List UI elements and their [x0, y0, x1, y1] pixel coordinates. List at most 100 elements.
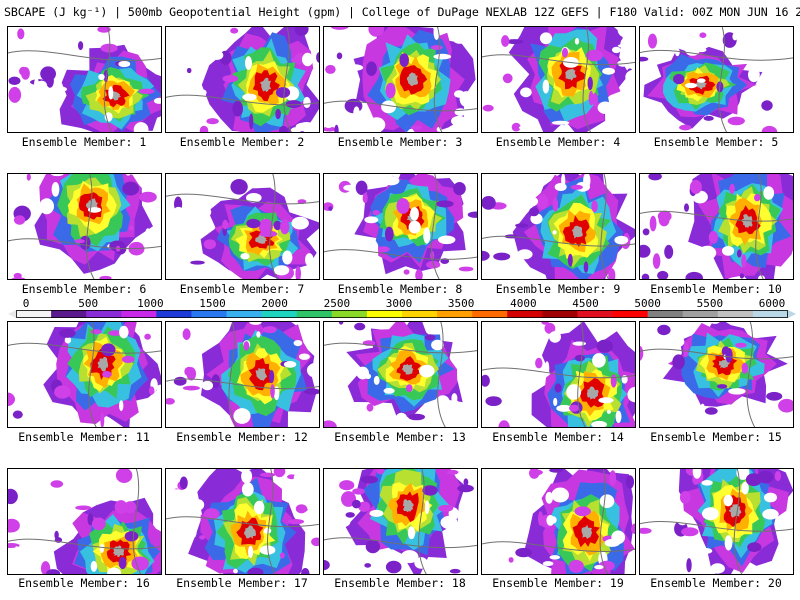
field-speckle	[451, 30, 469, 44]
field-speckle	[249, 113, 254, 130]
field-speckle	[241, 482, 254, 497]
field-speckle	[46, 569, 61, 575]
field-speckle	[245, 56, 252, 71]
field-speckle	[354, 322, 366, 331]
field-speckle	[360, 475, 378, 484]
field-speckle	[675, 48, 680, 57]
field-speckle	[173, 376, 187, 386]
colorbar-tick-label: 3500	[447, 297, 475, 310]
field-speckle	[459, 343, 465, 350]
ensemble-map-panel	[481, 26, 636, 133]
field-speckle	[293, 472, 305, 484]
field-speckle	[498, 420, 510, 428]
field-speckle	[352, 499, 361, 509]
ensemble-member-caption: Ensemble Member: 16	[18, 576, 150, 590]
field-speckle	[763, 186, 775, 200]
field-speckle	[784, 107, 794, 119]
field-speckle	[242, 93, 257, 101]
field-speckle	[610, 374, 617, 388]
field-speckle	[90, 560, 98, 572]
cape-field-map	[481, 321, 636, 428]
field-speckle	[304, 388, 320, 395]
field-speckle	[741, 362, 749, 374]
field-speckle	[64, 336, 72, 344]
panel-frame	[7, 468, 162, 575]
field-speckle	[594, 565, 604, 570]
field-speckle	[705, 38, 717, 47]
cape-contour-fill	[571, 225, 583, 239]
field-speckle	[98, 73, 105, 81]
field-speckle	[301, 568, 310, 575]
cape-field-map	[7, 321, 162, 428]
field-speckle	[44, 360, 54, 376]
field-speckle	[614, 235, 629, 245]
field-speckle	[364, 373, 372, 379]
state-boundary-line	[85, 173, 95, 280]
field-speckle	[263, 527, 272, 534]
field-speckle	[700, 548, 713, 554]
field-speckle	[568, 559, 584, 573]
field-speckle	[325, 64, 336, 74]
ensemble-map-panel	[7, 321, 162, 428]
field-speckle	[97, 26, 111, 33]
field-speckle	[199, 535, 206, 540]
colorbar-swatch	[86, 310, 122, 318]
field-speckle	[232, 100, 243, 117]
field-speckle	[591, 420, 607, 428]
field-speckle	[182, 385, 200, 391]
field-speckle	[464, 188, 478, 200]
ensemble-member-caption: Ensemble Member: 4	[495, 135, 621, 149]
field-speckle	[435, 395, 450, 411]
field-speckle	[12, 410, 23, 419]
ensemble-member-caption: Ensemble Member: 17	[176, 576, 308, 590]
colorbar-frame	[16, 310, 788, 318]
field-speckle	[259, 472, 276, 477]
field-speckle	[247, 567, 264, 575]
field-speckle	[323, 420, 337, 428]
field-speckle	[295, 52, 305, 65]
field-speckle	[481, 374, 490, 387]
field-speckle	[766, 391, 783, 401]
field-speckle	[368, 26, 385, 37]
field-speckle	[365, 540, 381, 554]
ensemble-member-caption: Ensemble Member: 18	[334, 576, 466, 590]
field-speckle	[352, 270, 365, 279]
field-speckle	[700, 403, 705, 413]
field-speckle	[206, 263, 221, 275]
field-speckle	[725, 347, 733, 363]
field-speckle	[485, 396, 502, 406]
field-speckle	[345, 122, 359, 133]
ensemble-map-panel	[639, 468, 794, 575]
field-speckle	[358, 501, 371, 512]
state-boundary-line	[639, 521, 794, 532]
field-speckle	[222, 219, 229, 230]
field-speckle	[336, 52, 343, 60]
field-speckle	[8, 119, 23, 133]
colorbar-swatch	[16, 310, 52, 318]
field-speckle	[648, 26, 659, 31]
field-speckle	[185, 248, 197, 254]
field-speckle	[293, 340, 303, 347]
field-speckle	[173, 548, 185, 564]
colorbar-swatch	[331, 310, 368, 318]
field-speckle	[34, 77, 39, 93]
field-speckle	[375, 409, 383, 417]
field-speckle	[574, 38, 580, 45]
field-speckle	[133, 122, 149, 133]
field-speckle	[170, 489, 182, 494]
field-speckle	[87, 207, 102, 213]
cape-field-map	[481, 173, 636, 280]
field-speckle	[280, 219, 290, 235]
field-speckle	[39, 198, 54, 215]
field-speckle	[679, 124, 692, 131]
ensemble-member-caption: Ensemble Member: 5	[653, 135, 779, 149]
field-speckle	[537, 194, 549, 209]
ensemble-member-caption: Ensemble Member: 10	[650, 282, 782, 296]
field-speckle	[554, 383, 562, 393]
field-speckle	[424, 334, 436, 341]
ensemble-map-panel	[639, 26, 794, 133]
field-speckle	[383, 176, 400, 186]
field-speckle	[717, 384, 728, 389]
state-boundary-line	[582, 26, 592, 133]
field-speckle	[26, 173, 31, 181]
